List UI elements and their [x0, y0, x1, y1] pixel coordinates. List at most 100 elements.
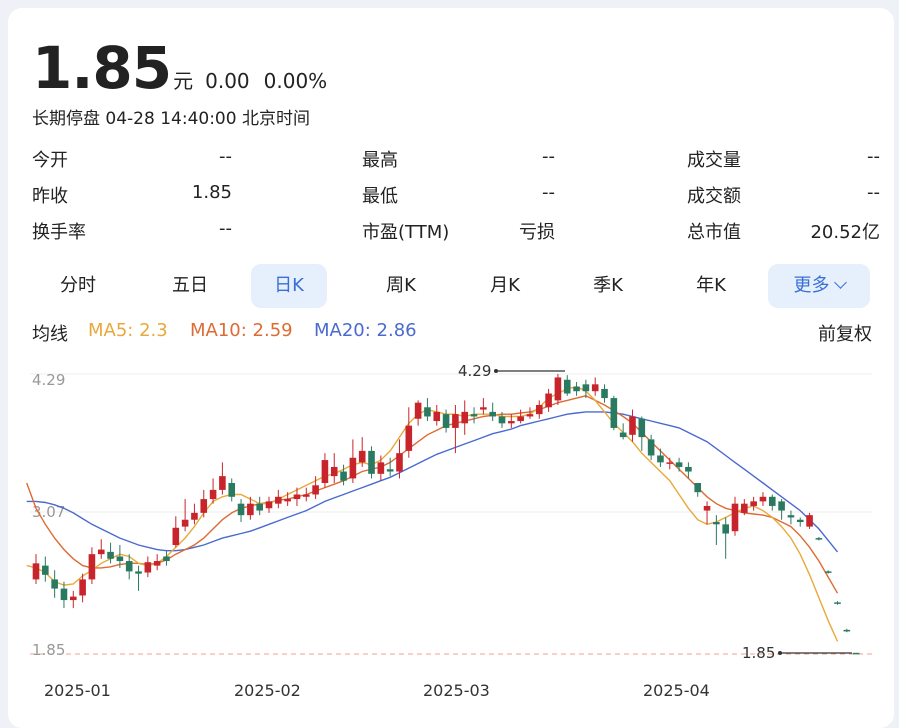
candle-body — [601, 388, 608, 399]
trading-status: 长期停盘 04-28 14:40:00 北京时间 — [32, 109, 310, 129]
candle-body — [349, 457, 357, 479]
stat-label-turnover: 成交额 — [687, 186, 741, 207]
stat-label-market-cap: 总市值 — [687, 222, 741, 243]
candle-body — [452, 414, 459, 428]
stats-row: 昨收 1.85 最低 -- 成交额 -- — [32, 182, 880, 218]
y-tick-label: 3.07 — [32, 503, 65, 521]
candle-body — [713, 522, 720, 525]
candle-body — [675, 462, 683, 467]
candle-body — [722, 524, 729, 534]
candle-body — [629, 416, 636, 435]
stat-value-low: -- — [542, 182, 555, 203]
y-tick-label: 1.85 — [32, 641, 65, 659]
candle-body — [759, 496, 767, 502]
price-row: 1.85 元 0.00 0.00% — [32, 34, 327, 104]
candle-body — [209, 489, 217, 500]
stat-label-volume: 成交量 — [687, 150, 741, 171]
candle-body — [489, 411, 496, 417]
price-unit: 元 — [173, 69, 194, 93]
candle-body — [834, 602, 841, 604]
candle-body — [275, 496, 282, 504]
stat-label-turnover-rate: 换手率 — [32, 222, 86, 243]
candle-body — [610, 398, 618, 428]
candle-body — [97, 549, 105, 555]
stats-grid: 今开 -- 最高 -- 成交量 -- 昨收 1.85 最低 -- 成交额 -- … — [32, 146, 880, 254]
stat-value-turnover: -- — [867, 182, 880, 203]
candle-body — [554, 377, 562, 401]
candle-body — [302, 494, 310, 497]
candle-body — [247, 503, 254, 516]
candle-body — [731, 503, 739, 532]
more-dropdown[interactable]: 更多 — [768, 264, 870, 308]
stat-value-pe-ttm: 亏损 — [519, 222, 555, 243]
candle-body — [750, 501, 757, 506]
stat-value-market-cap: 20.52亿 — [810, 222, 880, 243]
candle-body — [396, 453, 403, 472]
candle-body — [405, 425, 413, 451]
candle-body — [312, 485, 319, 495]
ma20-line — [26, 411, 839, 553]
stat-label-pe-ttm: 市盈(TTM) — [362, 222, 450, 243]
candle-body — [172, 527, 180, 545]
tab-monthly-k[interactable]: 月K — [490, 275, 520, 296]
candle-body — [470, 414, 478, 417]
ma-legend: 均线 MA5: 2.3 MA10: 2.59 MA20: 2.86 前复权 — [32, 320, 872, 346]
candle-body — [107, 551, 114, 559]
stats-row: 今开 -- 最高 -- 成交量 -- — [32, 146, 880, 182]
candle-body — [153, 561, 161, 566]
stat-value-prev-close: 1.85 — [191, 182, 232, 203]
candle-body — [237, 503, 245, 516]
ma5-label: MA5: 2.3 — [88, 320, 168, 341]
tab-weekly-k[interactable]: 周K — [386, 275, 416, 296]
tab-intraday[interactable]: 分时 — [60, 275, 96, 296]
ma-lines — [26, 385, 839, 642]
candle-body — [284, 499, 291, 502]
ma5-line — [26, 385, 839, 642]
kline-chart[interactable]: 4.29 3.07 1.85 4.29 1.85 2025-01 2025-02… — [0, 350, 899, 719]
candle-body — [200, 499, 208, 513]
candle-body — [191, 512, 198, 520]
candle-body — [778, 501, 785, 511]
candle-body — [219, 476, 226, 490]
tab-five-day[interactable]: 五日 — [172, 275, 208, 296]
candle-body — [703, 505, 711, 511]
ma-legend-title: 均线 — [32, 324, 68, 345]
stats-row: 换手率 -- 市盈(TTM) 亏损 总市值 20.52亿 — [32, 218, 880, 254]
candle-body — [806, 515, 813, 527]
candle-body — [32, 563, 40, 580]
candle-body — [563, 379, 571, 394]
x-tick-label: 2025-01 — [44, 681, 111, 700]
candle-body — [517, 416, 524, 422]
tab-yearly-k[interactable]: 年K — [696, 275, 726, 296]
candle-body — [573, 386, 580, 392]
min-price-dot — [778, 651, 782, 655]
candle-body — [843, 629, 851, 632]
x-tick-label: 2025-02 — [234, 681, 301, 700]
price-change: 0.00 — [205, 69, 250, 93]
tab-daily-k[interactable]: 日K — [251, 264, 327, 308]
stat-value-turnover-rate: -- — [219, 218, 232, 239]
stat-label-high: 最高 — [362, 150, 398, 171]
more-label: 更多 — [793, 275, 830, 296]
candle-body — [69, 596, 77, 601]
candle-body — [60, 588, 68, 601]
candle-body — [526, 414, 534, 417]
candle-body — [424, 407, 431, 417]
candle-body — [163, 556, 170, 562]
adjust-toggle[interactable]: 前复权 — [818, 324, 872, 345]
candle-body — [144, 562, 152, 573]
tab-quarterly-k[interactable]: 季K — [593, 275, 623, 296]
max-price-dot — [494, 369, 498, 373]
candle-body — [741, 503, 748, 513]
min-price-label: 1.85 — [742, 644, 775, 662]
ma20-label: MA20: 2.86 — [314, 320, 417, 341]
candle-body — [79, 579, 86, 596]
candle-body — [442, 414, 450, 428]
candle-body — [88, 554, 96, 580]
candle-body — [694, 483, 702, 493]
ma10-label: MA10: 2.59 — [190, 320, 293, 341]
candle-body — [815, 538, 823, 540]
candle-body — [657, 455, 664, 463]
candle-body — [685, 466, 692, 472]
chevron-down-icon — [833, 276, 847, 289]
